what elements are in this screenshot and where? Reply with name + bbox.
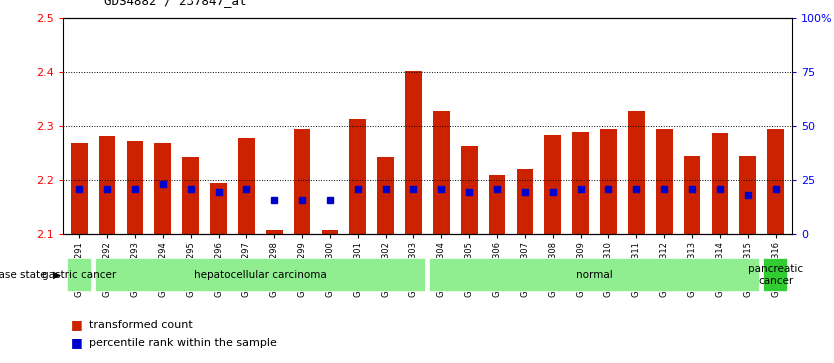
Text: pancreatic
cancer: pancreatic cancer [748, 264, 803, 286]
Text: ■: ■ [71, 337, 83, 350]
Bar [294, 129, 310, 234]
Bar [461, 146, 478, 234]
Bar [628, 111, 645, 234]
Bar [429, 258, 761, 292]
Bar [349, 119, 366, 234]
Text: disease state  ▶: disease state ▶ [0, 270, 61, 280]
Bar [210, 183, 227, 234]
Bar [94, 258, 426, 292]
Text: GDS4882 / 237847_at: GDS4882 / 237847_at [104, 0, 247, 7]
Bar [740, 156, 756, 234]
Bar [71, 143, 88, 234]
Bar [763, 258, 788, 292]
Bar [600, 129, 617, 234]
Bar [98, 136, 115, 234]
Bar [572, 131, 589, 234]
Bar [767, 129, 784, 234]
Bar [238, 138, 254, 234]
Text: normal: normal [576, 270, 613, 280]
Bar [127, 141, 143, 234]
Bar [322, 230, 339, 234]
Bar [433, 111, 450, 234]
Bar [183, 157, 199, 234]
Text: gastric cancer: gastric cancer [43, 270, 117, 280]
Bar [656, 129, 672, 234]
Text: hepatocellular carcinoma: hepatocellular carcinoma [194, 270, 327, 280]
Bar [405, 71, 422, 234]
Bar [711, 133, 728, 234]
Bar [377, 157, 394, 234]
Bar [684, 156, 701, 234]
Bar [516, 169, 533, 234]
Text: transformed count: transformed count [89, 320, 193, 330]
Bar [67, 258, 92, 292]
Bar [154, 143, 171, 234]
Bar [266, 230, 283, 234]
Text: percentile rank within the sample: percentile rank within the sample [89, 338, 277, 348]
Bar [489, 175, 505, 234]
Text: ■: ■ [71, 318, 83, 331]
Bar [545, 135, 561, 234]
